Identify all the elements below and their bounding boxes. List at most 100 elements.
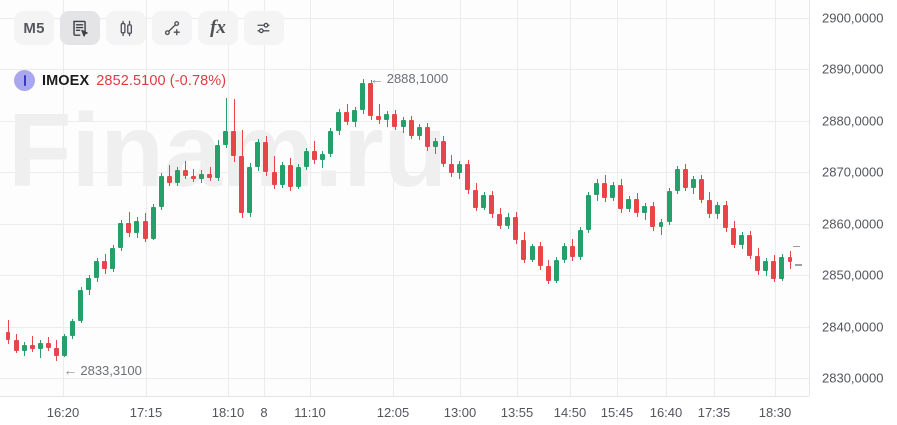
price-axis-tick: 2850,0000 (822, 267, 884, 283)
low-marker-arrow-icon: ← (63, 362, 78, 379)
candlestick-type-button[interactable] (106, 11, 146, 45)
candle-body-down (731, 228, 737, 245)
candle-body-down (376, 115, 382, 121)
candle-body-down (771, 260, 777, 279)
candle-body-down (311, 151, 317, 160)
price-axis-tick: 2890,0000 (822, 61, 884, 77)
price-axis-tick: 2880,0000 (822, 113, 884, 129)
candle-wick (32, 336, 33, 353)
time-axis-tick: 18:10 (211, 405, 245, 420)
candle-body-down (53, 347, 59, 356)
line-plus-icon (163, 19, 182, 38)
candle-body-down (263, 142, 269, 172)
candle-body-up (110, 248, 116, 270)
candle-wick (193, 169, 194, 183)
high-price-marker: ← 2888,1000 (370, 71, 448, 86)
candle-body-down (182, 170, 188, 176)
timeframe-m5-button[interactable]: M5 (14, 11, 54, 45)
candle-body-down (368, 82, 374, 116)
time-axis-tick: 15:45 (600, 405, 634, 420)
candle-body-up (553, 259, 559, 281)
candle-body-down (408, 119, 414, 136)
candle-body-up (223, 131, 229, 145)
candle-body-down (473, 190, 479, 208)
gridline-vertical (775, 0, 776, 396)
legend-price-change: 2852.5100 (-0.78%) (96, 72, 227, 89)
candle-body-up (69, 321, 75, 336)
chart-plot-area[interactable]: Finam.ru (0, 0, 809, 396)
gridline-horizontal (0, 223, 809, 225)
candle-wick (379, 104, 380, 124)
price-axis[interactable]: 2900,0000 2890,0000 2880,0000 2870,0000 2860… (809, 0, 897, 396)
candle-body-up (61, 335, 67, 356)
finam-watermark: Finam.ru (8, 93, 448, 209)
candle-body-up (78, 290, 84, 322)
indicators-button[interactable]: fx (198, 11, 238, 45)
time-axis-tick: 16:40 (649, 405, 683, 420)
gridline-horizontal (0, 18, 809, 19)
candle-body-down (747, 235, 753, 256)
low-marker-label: 2833,3100 (80, 362, 142, 378)
candle-body-up (666, 190, 672, 222)
chart-settings-button[interactable] (244, 11, 284, 45)
add-drawing-button[interactable] (152, 11, 192, 45)
candle-body-up (610, 185, 616, 198)
time-axis-tick: 8 (260, 405, 268, 420)
candle-body-down (755, 255, 761, 272)
candle-wick (234, 99, 235, 162)
time-axis-tick: 18:30 (758, 405, 792, 420)
low-price-marker: ← 2833,3100 (63, 363, 141, 378)
candle-body-up (400, 119, 406, 127)
candle-body-up (37, 343, 43, 350)
candle-body-down (569, 246, 575, 258)
time-axis[interactable]: 16:20 17:15 18:10 8 11:10 12:05 13:00 13:55 14:5… (0, 396, 809, 425)
gridline-horizontal (0, 69, 809, 71)
gridline-vertical (517, 0, 518, 396)
candle-body-down (634, 199, 640, 213)
candle-wick (169, 165, 170, 187)
candle-body-up (690, 179, 696, 188)
high-marker-label: 2888,1000 (386, 71, 449, 87)
time-axis-tick: 12:05 (376, 405, 410, 420)
candle-body-up (247, 166, 253, 214)
time-axis-tick: 13:55 (500, 405, 534, 420)
candle-body-up (255, 142, 261, 167)
gridline-horizontal (0, 172, 809, 174)
time-axis-tick: 17:15 (129, 405, 163, 420)
candle-body-up (642, 206, 648, 213)
candle-body-down (392, 113, 398, 127)
gridline-vertical (63, 0, 64, 396)
gridline-vertical (264, 0, 265, 396)
candle-body-down (207, 173, 213, 178)
chart-legend[interactable]: IMOEX 2852.5100 (-0.78%) (14, 70, 226, 91)
candle-body-up (174, 170, 180, 183)
chart-type-button[interactable] (60, 11, 100, 45)
candle-body-down (682, 169, 688, 188)
candle-wick (210, 166, 211, 182)
candle-body-down (650, 206, 656, 228)
candle-body-down (102, 260, 108, 270)
candle-body-up (86, 278, 92, 291)
chart-toolbar: M5 (14, 11, 284, 45)
candle-body-up (360, 82, 366, 111)
candle-body-down (698, 179, 704, 200)
candle-body-down (126, 223, 132, 234)
gridline-vertical (310, 0, 311, 396)
candle-body-down (723, 205, 728, 229)
price-axis-tick: 2860,0000 (822, 216, 884, 232)
time-axis-tick: 16:20 (46, 405, 80, 420)
candle-body-down (142, 220, 148, 239)
price-axis-tick: 2900,0000 (822, 10, 884, 26)
candle-body-down (537, 246, 543, 267)
candle-body-down (166, 176, 172, 183)
candle-body-up (674, 169, 680, 191)
candle-wick (226, 97, 227, 148)
gridline-vertical (666, 0, 667, 396)
candle-body-up (456, 164, 462, 174)
gridline-vertical (460, 0, 461, 396)
candle-body-up (714, 205, 720, 214)
candle-body-down (521, 240, 527, 260)
candlestick-series (5, 79, 793, 361)
candle-body-down (706, 199, 712, 214)
